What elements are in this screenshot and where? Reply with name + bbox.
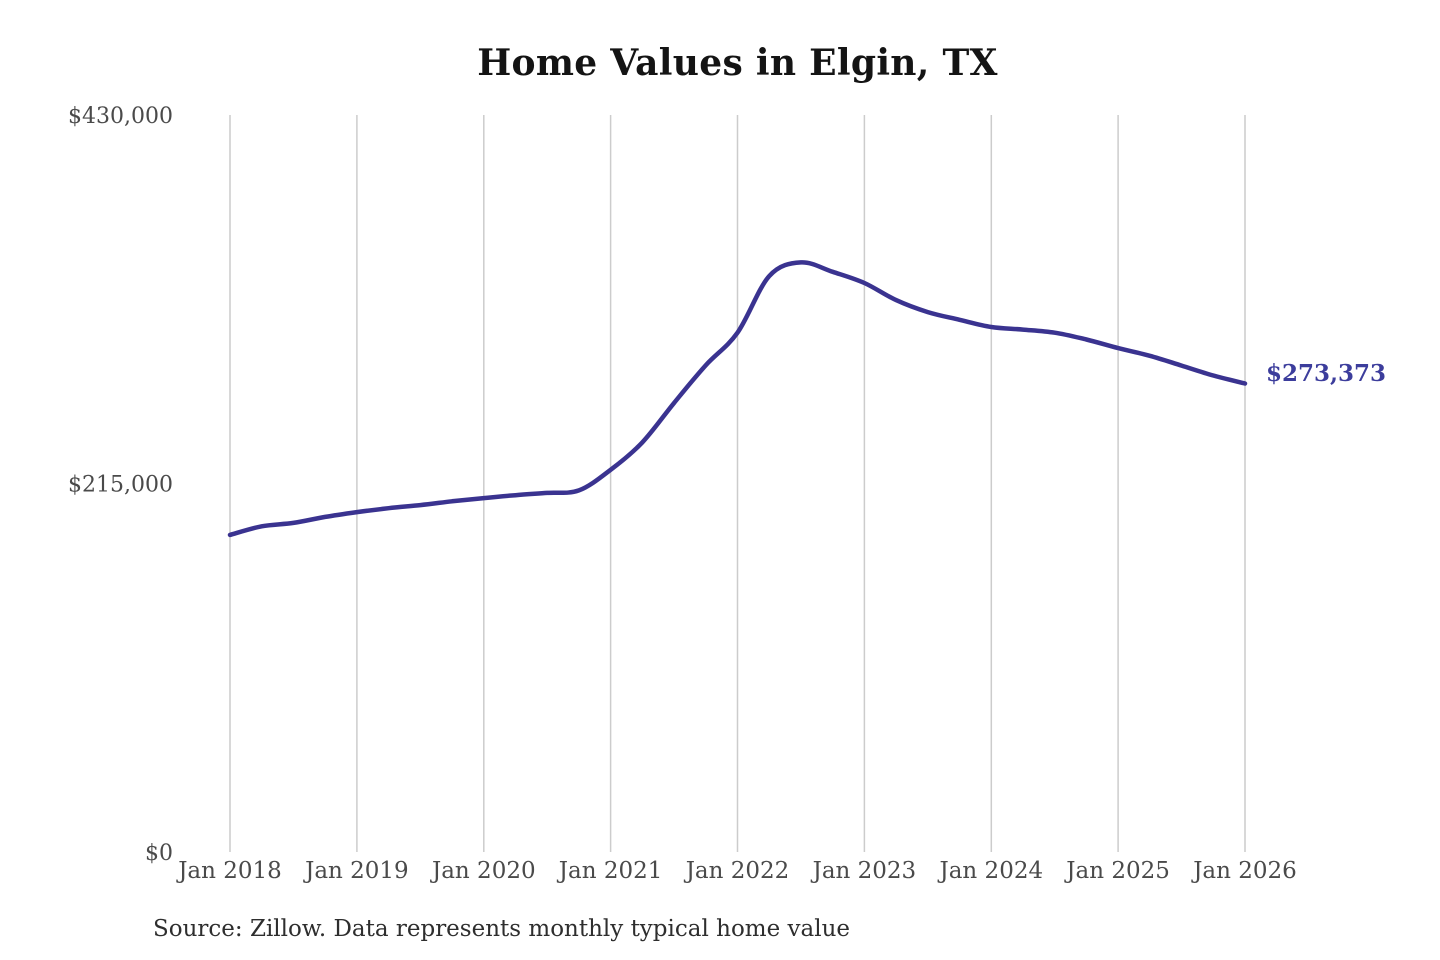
latest-value-label: $273,373	[1266, 360, 1387, 387]
x-axis-tick-label: Jan 2025	[1064, 858, 1170, 884]
x-axis-tick-label: Jan 2019	[303, 858, 409, 884]
x-axis-tick-label: Jan 2022	[684, 858, 790, 884]
source-note: Source: Zillow. Data represents monthly …	[153, 916, 851, 942]
x-axis-tick-label: Jan 2024	[938, 858, 1044, 884]
home-value-line	[227, 260, 1248, 538]
y-axis-tick-label: $430,000	[68, 104, 173, 129]
x-axis-tick-label: Jan 2023	[811, 858, 917, 884]
x-axis-tick-label: Jan 2018	[176, 858, 282, 884]
chart-title: Home Values in Elgin, TX	[477, 42, 998, 84]
y-axis-tick-label: $0	[145, 841, 173, 866]
x-axis-tick-label: Jan 2026	[1191, 858, 1297, 884]
y-axis-tick-label: $215,000	[68, 473, 173, 498]
x-axis-tick-label: Jan 2021	[557, 858, 663, 884]
x-axis-tick-label: Jan 2020	[430, 858, 536, 884]
